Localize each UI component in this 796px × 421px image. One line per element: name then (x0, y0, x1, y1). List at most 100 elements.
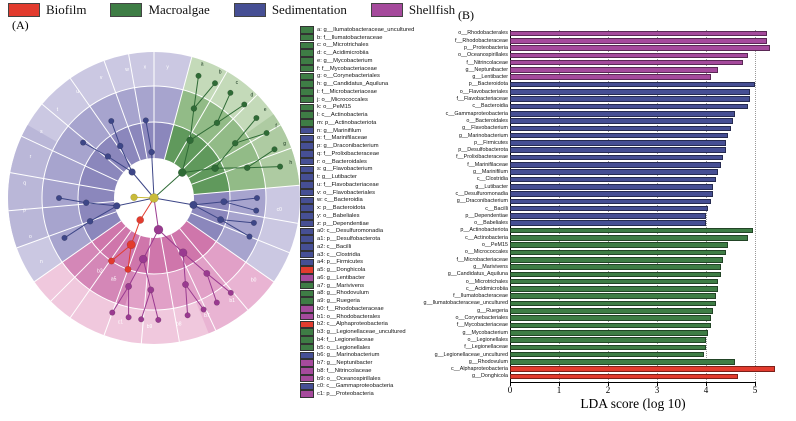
cladogram-node-label: q (23, 180, 26, 186)
bar-label: p__Actinobacteriota (460, 227, 508, 234)
taxa-key-label: g: o__Corynebacteriales (317, 73, 380, 80)
taxa-key-item: k: o__PeM15 (300, 103, 470, 112)
taxa-key-item: x: p__Bacteroidota (300, 204, 470, 212)
bar-label: g__Ilumatobacteraceae_uncultured (423, 300, 508, 307)
lda-bar (510, 300, 716, 307)
tree-node (241, 101, 248, 108)
taxa-key-label: b9: o__Oceanospirillales (317, 375, 381, 382)
bar-row: o__Legionellales (462, 337, 796, 344)
tree-node (148, 148, 155, 156)
legend-item-shellfish: Shellfish (370, 2, 455, 18)
taxa-key-item: b2: c__Alphaproteobacteria (300, 320, 470, 329)
cladogram-node-label: p (23, 208, 26, 214)
taxa-key-label: y: o__Babeliales (317, 212, 360, 219)
taxa-key-label: o: f__Marinifilaceae (317, 135, 368, 142)
taxa-key-swatch (300, 26, 314, 34)
taxa-key-swatch (300, 212, 314, 220)
cladogram-node-label: b2 (97, 268, 103, 274)
taxa-key-swatch (300, 289, 314, 298)
bar-label: f__Flavobacteriaceae (456, 96, 508, 103)
cladogram-node-label: b (219, 70, 222, 76)
bar-row: p__Bacteroidota (462, 81, 796, 88)
bar-label: f__Legionellaceae (464, 344, 508, 351)
taxa-key-item: u: f__Flavobacteriaceae (300, 181, 470, 189)
cladogram-node-label: w (125, 67, 129, 73)
tree-node (136, 216, 144, 224)
axis-tick (657, 382, 658, 386)
bar-row: o__PeM15 (462, 242, 796, 249)
taxa-key-label: m: p__Actinobacteriota (317, 119, 377, 126)
tree-node (56, 194, 63, 201)
bar-label: c__Bacilli (485, 205, 508, 212)
tree-node (113, 202, 121, 210)
taxa-key-label: w: c__Bacteroidia (317, 197, 363, 204)
taxa-key-label: x: p__Bacteroidota (317, 205, 366, 212)
bar-label: o__Corynebacteriales (455, 315, 508, 322)
cladogram-node-label: b9 (147, 324, 153, 330)
lda-bar (510, 315, 711, 321)
bar-row: c__Actinobacteria (462, 234, 796, 241)
tree-node (253, 114, 260, 121)
taxa-key-label: a4: p__Firmicutes (317, 259, 364, 266)
bar-label: c__Acidimicrobiia (466, 285, 508, 292)
tree-node (186, 136, 194, 145)
bar-label: o__Rhodobacterales (458, 30, 508, 37)
taxa-key-label: d: c__Acidimicrobiia (317, 50, 369, 57)
axis-tick-label: 0 (507, 385, 513, 395)
taxa-key-item: j: o__Micrococcales (300, 95, 470, 104)
bar-row: o__Flavobacteriales (460, 88, 796, 95)
bar-row: o__Corynebacteriales (456, 315, 796, 322)
taxa-key-item: e: g__Mycobacterium (300, 57, 470, 65)
bar-label: c__Actinobacteria (465, 234, 508, 241)
bar-row: g__Donghicola (462, 373, 796, 380)
tree-node (213, 299, 220, 306)
lda-bar (510, 249, 726, 256)
bar-label: g__Rhodovulum (468, 358, 508, 365)
sedimentation-color-swatch (233, 3, 266, 17)
tree-node (195, 72, 202, 79)
taxa-key-swatch (300, 219, 314, 228)
axis-tick-label: 3 (654, 385, 660, 395)
bar-label: o__Oceanospirillales (457, 52, 508, 59)
taxa-key-label: b8: f__Nitrincolaceae (317, 367, 372, 374)
panel-b-label: (B) (458, 8, 474, 22)
tree-node (253, 207, 260, 214)
taxa-key-item: a4: p__Firmicutes (300, 258, 470, 267)
taxa-key-swatch (300, 126, 314, 135)
legend-item-sedimentation: Sedimentation (233, 2, 347, 18)
lda-bar (510, 37, 768, 44)
taxa-key-item: v: o__Flavobacteriales (300, 188, 470, 197)
bar-label: g__Lentibacter (472, 74, 508, 81)
bar-row: p__Firmicutes (462, 140, 796, 147)
tree-node (128, 168, 136, 176)
legend-label: Macroalgae (148, 2, 210, 17)
tree-node (149, 193, 159, 203)
taxa-key-swatch (300, 204, 314, 212)
lda-bar (510, 125, 731, 132)
taxa-key-swatch (300, 41, 314, 50)
bar-label: f__Ilumatobacteraceae (453, 293, 508, 300)
bar-label: p__Proteobacteria (463, 44, 508, 51)
bar-label: f__Nitrincolaceae (466, 59, 508, 66)
cladogram-node-label: b8 (176, 322, 182, 328)
bar-row: o__Microtrichales (462, 278, 796, 285)
tree-node (177, 168, 187, 177)
taxa-key-label: s: g__Flavobacterium (317, 166, 373, 173)
taxa-key-swatch (300, 382, 314, 391)
tree-node (138, 316, 145, 323)
legend-label: Biofilm (46, 2, 87, 17)
lda-bar (510, 329, 709, 336)
bar-label: o__Babeliales (474, 220, 508, 227)
lda-bar (510, 183, 714, 190)
cladogram-node-label: b7 (204, 313, 210, 319)
biofilm-color-swatch (8, 3, 40, 17)
taxa-key-item: a9: g__Ruegeria (300, 297, 470, 305)
taxa-key-label: r: o__Bacteroidales (317, 158, 367, 165)
tree-node (271, 146, 278, 153)
lda-bar (510, 103, 748, 110)
bar-label: g__Flavobacterium (462, 125, 508, 132)
taxa-key-item: b7: g__Neptunibacter (300, 359, 470, 367)
cladogram-node-label: c (236, 80, 239, 86)
tree-node (130, 193, 138, 201)
cladogram-node-label: u (76, 89, 79, 95)
